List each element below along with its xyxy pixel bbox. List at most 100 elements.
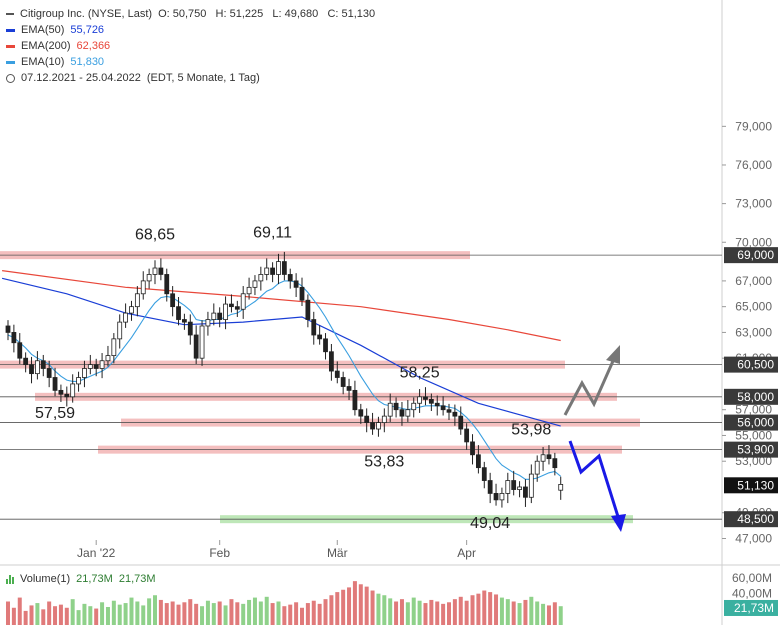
candle-body-down (470, 441, 475, 456)
candle (405, 400, 411, 422)
candle (129, 300, 134, 321)
x-tick-label: Feb (209, 546, 230, 560)
volume-value-1: 21,73M (76, 573, 113, 585)
y-tick-label: 55,000 (735, 428, 772, 442)
volume-bar (470, 595, 475, 625)
candle-body-down (187, 321, 193, 336)
volume-bar (235, 602, 240, 625)
candle-body-up (87, 364, 93, 369)
candle (117, 314, 123, 349)
candle (475, 445, 481, 474)
volume-bar (476, 593, 481, 625)
volume-badge-label: 21,73M (734, 601, 774, 615)
volume-bar (82, 603, 87, 625)
legend-range-row: 07.12.2021 - 25.04.2022 (EDT, 5 Monate, … (6, 70, 375, 86)
instrument-title: Citigroup Inc. (NYSE, Last) (20, 8, 153, 20)
volume-bar (311, 600, 316, 625)
volume-bar (147, 598, 152, 625)
candle (428, 393, 434, 411)
candle-body-down (493, 493, 499, 501)
candle-body-up (223, 303, 228, 320)
volume-bar (399, 599, 404, 625)
candle-body-up (205, 319, 211, 327)
candle (58, 384, 64, 402)
legend-ema10[interactable]: EMA(10) 51,830 (6, 54, 375, 70)
candle (5, 320, 11, 341)
volume-bar (382, 595, 387, 625)
volume-bar (35, 603, 40, 625)
volume-bar (129, 597, 134, 625)
candle (99, 353, 105, 379)
volume-bar (546, 605, 551, 625)
volume-bar (6, 601, 10, 625)
candle (140, 271, 146, 300)
volume-bar (58, 604, 63, 625)
volume-bar (170, 601, 175, 625)
volume-bar (505, 599, 510, 625)
candle (287, 268, 293, 289)
candle (517, 481, 522, 498)
candle-body-down (452, 411, 458, 417)
volume-bar (341, 589, 346, 625)
candle-body-down (481, 467, 487, 481)
candle (387, 393, 393, 422)
volume-value-2: 21,73M (118, 573, 156, 585)
candle-body-down (352, 389, 358, 411)
candle-body-down (440, 405, 446, 411)
candle-body-up (276, 261, 281, 275)
candle (358, 403, 364, 424)
candle-body-down (93, 364, 99, 369)
volume-bar (541, 603, 546, 625)
volume-legend[interactable]: Volume(1) 21,73M 21,73M (6, 573, 156, 585)
candle-body-up (246, 286, 252, 295)
ema50-swatch (6, 28, 15, 32)
volume-label: Volume(1) (20, 573, 71, 585)
volume-bar (64, 607, 69, 625)
volume-bar (511, 601, 516, 625)
candle-body-up (505, 480, 511, 494)
candle-body-down (334, 370, 340, 378)
y-tick-label: 67,000 (735, 274, 772, 288)
candle (352, 380, 358, 416)
legend-ema50[interactable]: EMA(50) 55,726 (6, 22, 375, 38)
candle-body-down (487, 480, 493, 494)
candle (381, 408, 387, 433)
volume-bar (464, 600, 469, 625)
candle-body-up (387, 402, 393, 417)
candle (458, 406, 464, 435)
volume-bar (94, 608, 99, 625)
volume-badge (724, 599, 778, 616)
support-resistance-zones (0, 251, 722, 524)
candle (40, 354, 46, 377)
candle (281, 251, 287, 281)
level-badge-label: 48,500 (737, 512, 774, 526)
volume-bar (105, 606, 110, 625)
candle-body-up (417, 396, 423, 404)
volume-bar (288, 604, 293, 625)
candle-body-up (517, 486, 522, 490)
scenario-arrows (563, 345, 626, 532)
candle (334, 361, 340, 384)
candle (199, 320, 205, 366)
candle-body-down (176, 306, 181, 320)
clock-icon (6, 73, 15, 83)
legend-ema200[interactable]: EMA(200) 62,366 (6, 38, 375, 54)
candle-body-down (158, 267, 164, 275)
candle (493, 483, 499, 506)
candle (523, 479, 528, 507)
candle (181, 313, 187, 330)
candle-body-down (346, 386, 352, 391)
candle-body-up (258, 274, 264, 282)
candle (23, 352, 29, 373)
candle-body-down (464, 428, 470, 443)
level-badge-label: 53,900 (737, 443, 774, 457)
candle (158, 258, 164, 281)
level-badge-label: 58,000 (737, 390, 774, 404)
volume-bar (370, 590, 375, 625)
candle (305, 294, 311, 328)
candle-body-down (328, 351, 334, 372)
candle-body-up (264, 267, 270, 275)
candle (87, 354, 93, 375)
candle-body-up (152, 267, 158, 275)
candle-body-up (499, 493, 505, 501)
